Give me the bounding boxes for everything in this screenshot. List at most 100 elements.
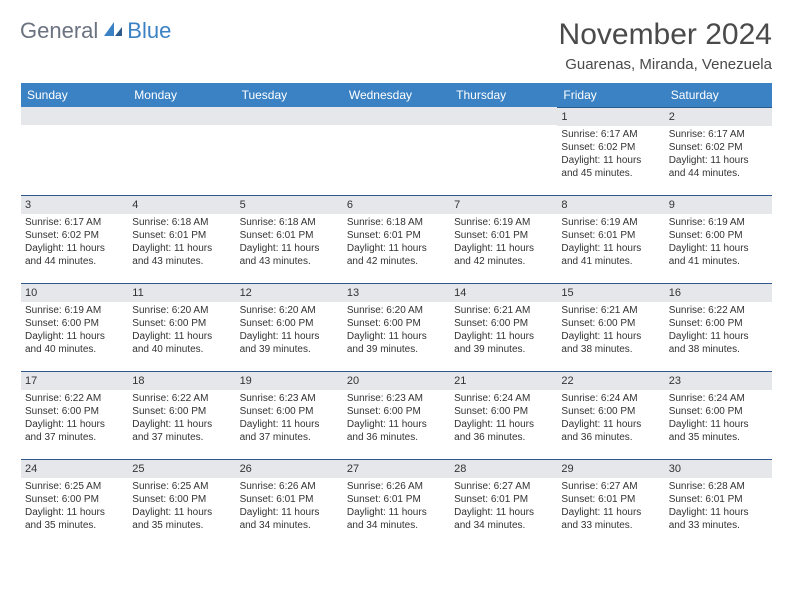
day-info-line: Daylight: 11 hours and 35 minutes.	[25, 506, 124, 532]
day-info-line: Sunrise: 6:24 AM	[561, 392, 660, 405]
day-info-line: Sunset: 6:01 PM	[454, 493, 553, 506]
day-info-line: Daylight: 11 hours and 36 minutes.	[454, 418, 553, 444]
day-number: 11	[128, 284, 235, 302]
day-cell: 28Sunrise: 6:27 AMSunset: 6:01 PMDayligh…	[450, 459, 557, 547]
day-number: 16	[665, 284, 772, 302]
day-cell: 8Sunrise: 6:19 AMSunset: 6:01 PMDaylight…	[557, 195, 664, 283]
day-number-empty	[343, 107, 450, 125]
day-info-line: Sunset: 6:00 PM	[669, 317, 768, 330]
day-number: 18	[128, 372, 235, 390]
day-info-line: Daylight: 11 hours and 33 minutes.	[561, 506, 660, 532]
day-info-line: Daylight: 11 hours and 36 minutes.	[561, 418, 660, 444]
day-cell	[128, 107, 235, 195]
day-cell: 16Sunrise: 6:22 AMSunset: 6:00 PMDayligh…	[665, 283, 772, 371]
day-info-line: Sunset: 6:01 PM	[561, 493, 660, 506]
day-info-line: Sunset: 6:00 PM	[132, 493, 231, 506]
day-number-empty	[236, 107, 343, 125]
day-info-line: Daylight: 11 hours and 39 minutes.	[240, 330, 339, 356]
day-cell: 20Sunrise: 6:23 AMSunset: 6:00 PMDayligh…	[343, 371, 450, 459]
day-info-line: Daylight: 11 hours and 41 minutes.	[561, 242, 660, 268]
day-cell: 22 Sunrise: 6:24 AMSunset: 6:00 PMDayligh…	[557, 371, 664, 459]
day-cell: 27Sunrise: 6:26 AMSunset: 6:01 PMDayligh…	[343, 459, 450, 547]
day-info-line: Daylight: 11 hours and 44 minutes.	[669, 154, 768, 180]
day-cell: 24Sunrise: 6:25 AMSunset: 6:00 PMDayligh…	[21, 459, 128, 547]
day-info-line: Daylight: 11 hours and 38 minutes.	[561, 330, 660, 356]
day-info-line: Sunset: 6:02 PM	[25, 229, 124, 242]
day-cell: 26Sunrise: 6:26 AMSunset: 6:01 PMDayligh…	[236, 459, 343, 547]
day-info-line: Sunset: 6:00 PM	[561, 405, 660, 418]
day-info-line: Sunrise: 6:19 AM	[561, 216, 660, 229]
day-cell: 13Sunrise: 6:20 AMSunset: 6:00 PMDayligh…	[343, 283, 450, 371]
day-info-line: Daylight: 11 hours and 34 minutes.	[240, 506, 339, 532]
day-cell: 23Sunrise: 6:24 AMSunset: 6:00 PMDayligh…	[665, 371, 772, 459]
day-cell: 3Sunrise: 6:17 AMSunset: 6:02 PMDaylight…	[21, 195, 128, 283]
day-info-line: Sunset: 6:01 PM	[240, 229, 339, 242]
day-number-empty	[128, 107, 235, 125]
logo-text-blue: Blue	[127, 18, 171, 44]
day-info-line: Daylight: 11 hours and 37 minutes.	[240, 418, 339, 444]
day-info-line: Sunset: 6:00 PM	[132, 317, 231, 330]
day-info-line: Daylight: 11 hours and 44 minutes.	[25, 242, 124, 268]
day-number: 28	[450, 460, 557, 478]
day-info-line: Daylight: 11 hours and 43 minutes.	[240, 242, 339, 268]
day-info-line: Sunrise: 6:26 AM	[347, 480, 446, 493]
day-number: 10	[21, 284, 128, 302]
day-info-line: Daylight: 11 hours and 35 minutes.	[132, 506, 231, 532]
day-info-line: Sunrise: 6:25 AM	[132, 480, 231, 493]
day-number: 2	[665, 108, 772, 126]
day-cell: 15Sunrise: 6:21 AMSunset: 6:00 PMDayligh…	[557, 283, 664, 371]
day-cell: 29Sunrise: 6:27 AMSunset: 6:01 PMDayligh…	[557, 459, 664, 547]
day-number: 22	[557, 372, 664, 390]
day-info-line: Sunset: 6:02 PM	[669, 141, 768, 154]
day-info-line: Daylight: 11 hours and 42 minutes.	[454, 242, 553, 268]
logo-text-general: General	[20, 18, 98, 44]
day-info-line: Sunset: 6:01 PM	[561, 229, 660, 242]
day-cell: 30Sunrise: 6:28 AMSunset: 6:01 PMDayligh…	[665, 459, 772, 547]
day-info-line: Sunrise: 6:21 AM	[561, 304, 660, 317]
day-cell: 21Sunrise: 6:24 AMSunset: 6:00 PMDayligh…	[450, 371, 557, 459]
day-number: 27	[343, 460, 450, 478]
day-info-line: Daylight: 11 hours and 40 minutes.	[25, 330, 124, 356]
day-info-line: Sunrise: 6:23 AM	[347, 392, 446, 405]
day-info-line: Sunrise: 6:22 AM	[25, 392, 124, 405]
day-info-line: Sunrise: 6:18 AM	[132, 216, 231, 229]
day-info-line: Sunset: 6:01 PM	[347, 229, 446, 242]
day-info-line: Daylight: 11 hours and 39 minutes.	[347, 330, 446, 356]
calendar-grid: SundayMondayTuesdayWednesdayThursdayFrid…	[20, 83, 772, 547]
day-cell: 10Sunrise: 6:19 AMSunset: 6:00 PMDayligh…	[21, 283, 128, 371]
day-cell	[450, 107, 557, 195]
day-info-line: Sunset: 6:00 PM	[454, 317, 553, 330]
logo: General Blue	[20, 18, 171, 44]
day-info-line: Daylight: 11 hours and 38 minutes.	[669, 330, 768, 356]
day-info-line: Sunrise: 6:19 AM	[454, 216, 553, 229]
day-cell: 1Sunrise: 6:17 AMSunset: 6:02 PMDaylight…	[557, 107, 664, 195]
day-cell: 5Sunrise: 6:18 AMSunset: 6:01 PMDaylight…	[236, 195, 343, 283]
day-number: 9	[665, 196, 772, 214]
day-info-line: Daylight: 11 hours and 45 minutes.	[561, 154, 660, 180]
day-info-line: Sunrise: 6:19 AM	[669, 216, 768, 229]
day-info-line: Sunset: 6:01 PM	[669, 493, 768, 506]
day-info-line: Sunset: 6:00 PM	[669, 229, 768, 242]
day-number: 14	[450, 284, 557, 302]
day-cell: 11Sunrise: 6:20 AMSunset: 6:00 PMDayligh…	[128, 283, 235, 371]
day-info-line: Sunrise: 6:28 AM	[669, 480, 768, 493]
day-number: 13	[343, 284, 450, 302]
day-info-line: Sunset: 6:00 PM	[132, 405, 231, 418]
day-info-line: Daylight: 11 hours and 33 minutes.	[669, 506, 768, 532]
day-header: Saturday	[665, 83, 772, 107]
day-info-line: Sunset: 6:00 PM	[240, 405, 339, 418]
day-info-line: Sunset: 6:00 PM	[347, 317, 446, 330]
day-info-line: Daylight: 11 hours and 39 minutes.	[454, 330, 553, 356]
day-cell: 18Sunrise: 6:22 AMSunset: 6:00 PMDayligh…	[128, 371, 235, 459]
day-number: 26	[236, 460, 343, 478]
day-cell: 4Sunrise: 6:18 AMSunset: 6:01 PMDaylight…	[128, 195, 235, 283]
day-cell: 12Sunrise: 6:20 AMSunset: 6:00 PMDayligh…	[236, 283, 343, 371]
day-info-line: Sunset: 6:00 PM	[240, 317, 339, 330]
title-block: November 2024 Guarenas, Miranda, Venezue…	[559, 18, 772, 73]
day-info-line: Sunrise: 6:27 AM	[561, 480, 660, 493]
day-number: 19	[236, 372, 343, 390]
day-info-line: Sunset: 6:00 PM	[25, 493, 124, 506]
location: Guarenas, Miranda, Venezuela	[559, 56, 772, 73]
day-info-line: Sunrise: 6:27 AM	[454, 480, 553, 493]
day-cell: 25Sunrise: 6:25 AMSunset: 6:00 PMDayligh…	[128, 459, 235, 547]
